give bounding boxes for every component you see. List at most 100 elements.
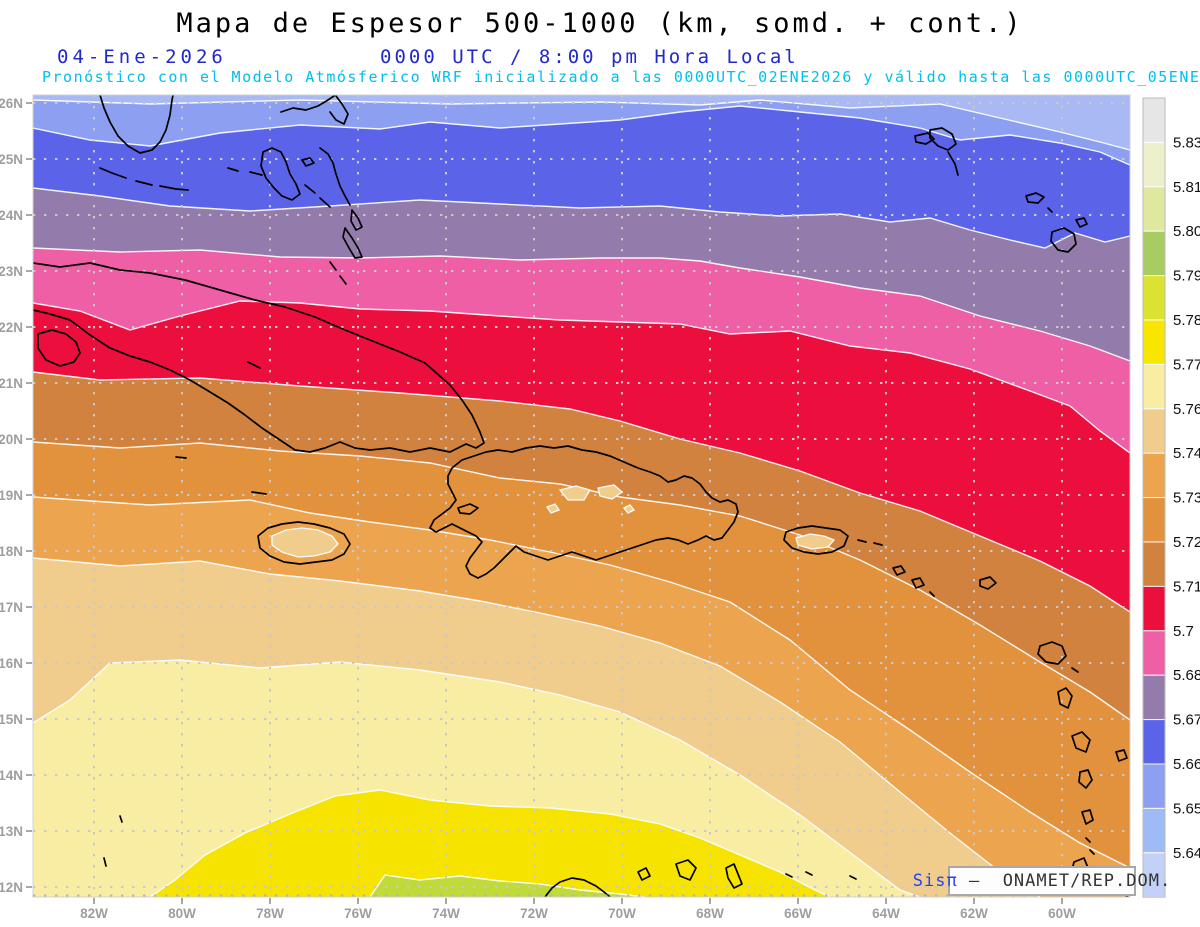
lat-label-22N: 22N (0, 320, 23, 335)
lat-label-19N: 19N (0, 488, 23, 503)
lon-label-68W: 68W (696, 906, 724, 921)
coastline-montserrat (929, 591, 935, 597)
lat-label-23N: 23N (0, 264, 23, 279)
band-5700-contour (33, 300, 1130, 454)
coastline-florida-keys-2 (135, 180, 153, 186)
coastline-florida (99, 95, 174, 154)
band-5772 (150, 790, 830, 897)
coastline-marie-galante (1071, 667, 1079, 673)
coastline-exuma-2 (319, 197, 331, 208)
attribution-brand: Sisπ (912, 871, 958, 891)
colorbar-segment-14 (1142, 719, 1166, 765)
coastline-andros (260, 147, 301, 201)
lat-label-16N: 16N (0, 656, 23, 671)
lat-label-12N: 12N (0, 880, 23, 895)
colorbar-label-5.748: 5.748 (1173, 445, 1200, 462)
lon-label-64W: 64W (872, 906, 900, 921)
plot-frame (32, 94, 1131, 898)
coastline-los-roques-2 (805, 871, 813, 876)
colorbar-segment-3 (1142, 230, 1166, 277)
coastline-martinique (1071, 731, 1091, 753)
band-5724-contour (33, 441, 1130, 721)
colorbar-label-5.807: 5.807 (1173, 223, 1200, 240)
coastline-exuma-1 (304, 184, 316, 194)
coastline-grenadines-2 (1089, 849, 1095, 855)
colorbar-segment-5 (1142, 319, 1166, 365)
colorbar-label-5.831: 5.831 (1173, 134, 1200, 151)
coastline-crooked-acklins (929, 127, 957, 151)
colorbar-label-5.772: 5.772 (1173, 356, 1200, 373)
colorbar-segment-4 (1142, 275, 1166, 321)
coastline-acklins-tail (947, 151, 959, 176)
coastline-grenadines-1 (1085, 837, 1091, 843)
colorbar-label-5.819: 5.819 (1173, 179, 1200, 196)
lat-label-15N: 15N (0, 712, 23, 727)
coastline-bonaire (725, 863, 743, 889)
band-5748-contour (33, 557, 1041, 897)
colorbar-label-5.736: 5.736 (1173, 490, 1200, 507)
coastline-hispaniola (429, 445, 739, 579)
band-5760-contour (33, 659, 921, 897)
coastline-abaco (329, 95, 349, 125)
coastline-puerto-rico (783, 525, 849, 555)
coastline-cay-sal-2 (249, 171, 263, 176)
colorbar-label-5.712: 5.712 (1173, 578, 1200, 595)
colorbar-label-5.688: 5.688 (1173, 667, 1200, 684)
hispaniola-highlands-4 (546, 503, 560, 514)
coastline-little-inagua (1075, 217, 1088, 228)
coastline-jamaica (257, 521, 351, 565)
lon-label-72W: 72W (520, 906, 548, 921)
lat-label-14N: 14N (0, 768, 23, 783)
coastline-cuba (33, 262, 485, 453)
lon-label-74W: 74W (432, 906, 460, 921)
colorbar-segment-6 (1142, 363, 1166, 410)
lon-label-62W: 62W (960, 906, 988, 921)
page-title: Mapa de Espesor 500-1000 (km, somd. + co… (176, 8, 1024, 39)
coastline-cat-island (350, 209, 363, 231)
coastline-anguilla (892, 565, 906, 576)
colorbar-label-5.664: 5.664 (1173, 756, 1200, 773)
coastline-aruba (637, 867, 651, 881)
coastline-isla-juventud (37, 329, 81, 367)
hispaniola-highlands-2 (597, 484, 624, 500)
lat-label-25N: 25N (0, 152, 23, 167)
colorbar-label-5.676: 5.676 (1173, 712, 1200, 729)
lon-label-80W: 80W (168, 906, 196, 921)
colorbar-segment-11 (1142, 585, 1166, 632)
coastline-los-roques-1 (785, 873, 793, 878)
coastline-st-lucia (1078, 769, 1093, 789)
colorbar-segment-10 (1142, 541, 1166, 587)
colorbar-label-5.724: 5.724 (1173, 534, 1200, 551)
coastline-cay-sal-1 (227, 167, 239, 172)
coastline-ragged-1 (329, 261, 337, 271)
forecast-time: 0000 UTC / 8:00 pm Hora Local (380, 46, 799, 68)
coastline-florida-keys-1 (99, 167, 127, 179)
colorbar-segment-16 (1142, 807, 1166, 854)
puerto-rico-highlands (795, 533, 836, 550)
coastline-turks-caicos (1025, 192, 1045, 204)
coastline-virgin-islands-1 (857, 539, 867, 543)
lon-label-82W: 82W (80, 906, 108, 921)
lat-label-26N: 26N (0, 96, 23, 111)
forecast-note: Pronóstico con el Modelo Atmósferico WRF… (42, 68, 1200, 86)
colorbar-label-5.652: 5.652 (1173, 800, 1200, 817)
colorbar-segment-9 (1142, 497, 1166, 543)
jamaica-highlands (271, 527, 339, 558)
colorbar-frame (1142, 97, 1166, 898)
lon-label-70W: 70W (608, 906, 636, 921)
colorbar-label-5.783: 5.783 (1173, 312, 1200, 329)
colorbar-segment-8 (1142, 452, 1166, 499)
coastline-mayaguana (914, 132, 935, 145)
coastline-new-providence (301, 157, 315, 167)
colorbar-label-5.7: 5.7 (1173, 623, 1194, 640)
lat-label-13N: 13N (0, 824, 23, 839)
colorbar-segment-2 (1142, 186, 1166, 232)
attribution-text: – ONAMET/REP.DOM. (957, 871, 1172, 891)
lon-label-76W: 76W (344, 906, 372, 921)
coastline-st-vincent (1081, 809, 1094, 825)
coastline-curacao (675, 859, 697, 881)
colorbar-segment-15 (1142, 763, 1166, 809)
coastline-virgin-islands-2 (873, 542, 883, 546)
hispaniola-highlands-3 (622, 504, 636, 514)
lon-label-66W: 66W (784, 906, 812, 921)
